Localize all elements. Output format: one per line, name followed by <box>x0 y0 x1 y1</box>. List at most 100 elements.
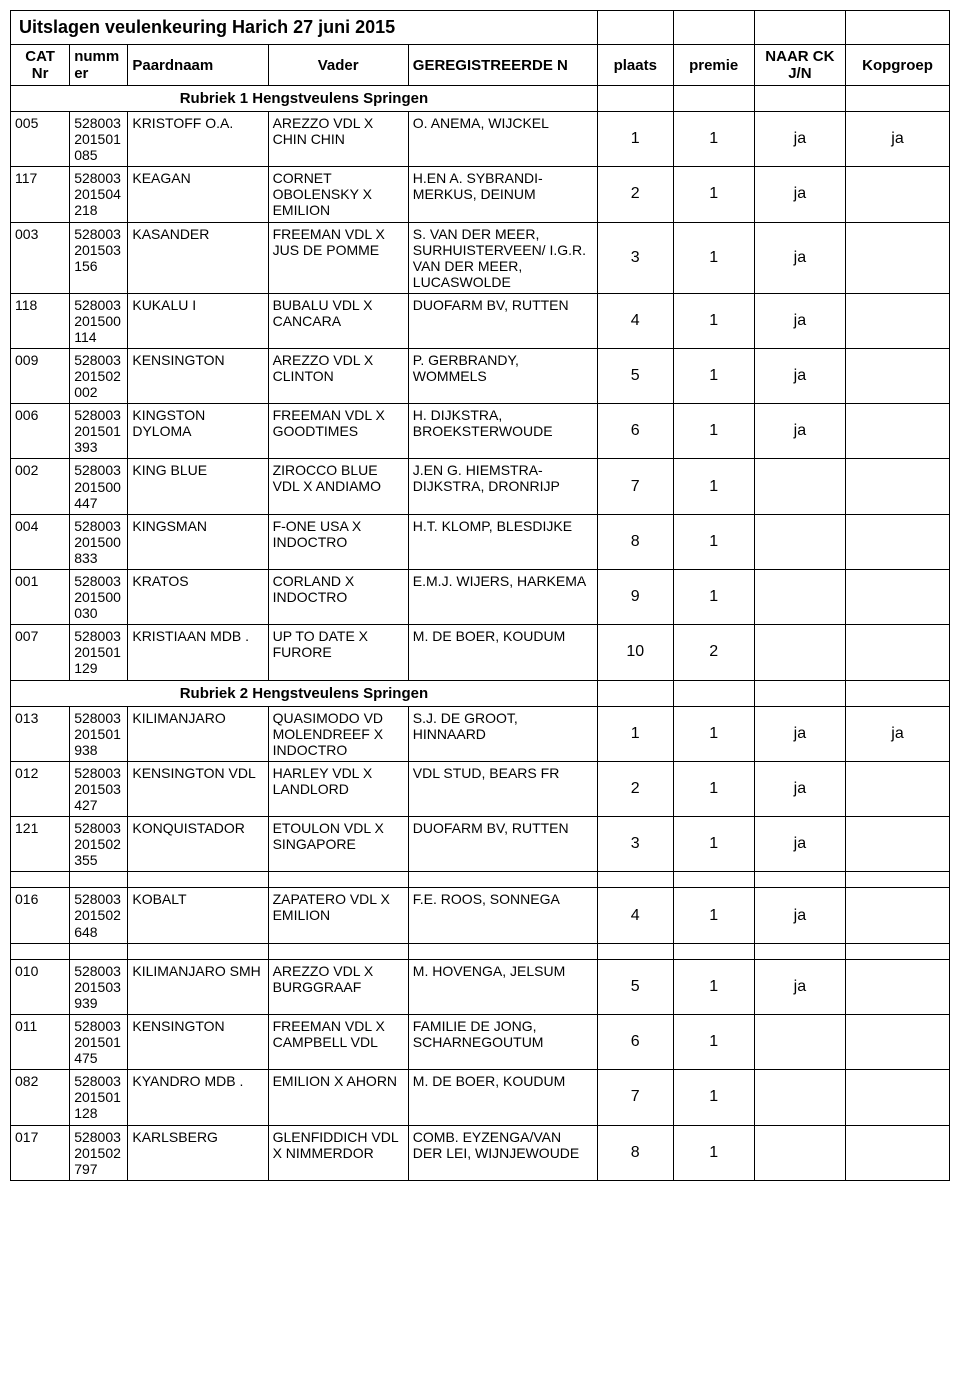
cell-num: 528003 201501 129 <box>70 625 128 680</box>
cell-reg: F.E. ROOS, SONNEGA <box>408 888 597 943</box>
cell-naar <box>754 569 845 624</box>
cell-plaats: 4 <box>597 888 673 943</box>
cell-kop <box>846 222 950 293</box>
cell-plaats: 1 <box>597 706 673 761</box>
table-row: 013528003 201501 938KILIMANJAROQUASIMODO… <box>11 706 950 761</box>
cell-vader: UP TO DATE X FURORE <box>268 625 408 680</box>
cell-premie: 1 <box>673 888 754 943</box>
header-cat: CAT Nr <box>11 45 70 86</box>
cell-premie: 1 <box>673 293 754 348</box>
cell-num: 528003 201500 447 <box>70 459 128 514</box>
cell-name: KENSINGTON VDL <box>128 761 268 816</box>
cell-vader: ZIROCCO BLUE VDL X ANDIAMO <box>268 459 408 514</box>
cell-num: 528003 201502 648 <box>70 888 128 943</box>
cell-reg: S. VAN DER MEER, SURHUISTERVEEN/ I.G.R. … <box>408 222 597 293</box>
cell-kop <box>846 761 950 816</box>
cell-num: 528003 201501 085 <box>70 112 128 167</box>
cell-cat: 007 <box>11 625 70 680</box>
cell-num: 528003 201501 938 <box>70 706 128 761</box>
cell-vader: CORNET OBOLENSKY X EMILION <box>268 167 408 222</box>
cell-name: KUKALU I <box>128 293 268 348</box>
cell-cat: 001 <box>11 569 70 624</box>
cell-vader: FREEMAN VDL X GOODTIMES <box>268 404 408 459</box>
cell-name: KINGSTON DYLOMA <box>128 404 268 459</box>
cell-name: KONQUISTADOR <box>128 817 268 872</box>
cell-kop <box>846 293 950 348</box>
cell-num: 528003 201502 797 <box>70 1125 128 1180</box>
table-row: 117528003 201504 218KEAGANCORNET OBOLENS… <box>11 167 950 222</box>
cell-reg: J.EN G. HIEMSTRA-DIJKSTRA, DRONRIJP <box>408 459 597 514</box>
cell-premie: 1 <box>673 1014 754 1069</box>
cell-kop <box>846 1125 950 1180</box>
cell-vader: EMILION X AHORN <box>268 1070 408 1125</box>
cell-kop <box>846 459 950 514</box>
cell-num: 528003 201503 939 <box>70 959 128 1014</box>
cell-plaats: 2 <box>597 167 673 222</box>
cell-vader: CORLAND X INDOCTRO <box>268 569 408 624</box>
cell-reg: M. DE BOER, KOUDUM <box>408 625 597 680</box>
table-row: 082528003 201501 128KYANDRO MDB .EMILION… <box>11 1070 950 1125</box>
cell-kop <box>846 569 950 624</box>
table-row: 001528003 201500 030KRATOSCORLAND X INDO… <box>11 569 950 624</box>
cell-cat: 118 <box>11 293 70 348</box>
cell-premie: 1 <box>673 1125 754 1180</box>
cell-cat: 012 <box>11 761 70 816</box>
cell-naar <box>754 1125 845 1180</box>
cell-naar: ja <box>754 112 845 167</box>
cell-name: KINGSMAN <box>128 514 268 569</box>
cell-plaats: 8 <box>597 1125 673 1180</box>
cell-cat: 003 <box>11 222 70 293</box>
cell-num: 528003 201500 030 <box>70 569 128 624</box>
cell-premie: 1 <box>673 112 754 167</box>
cell-naar <box>754 514 845 569</box>
table-row: 009528003 201502 002KENSINGTONAREZZO VDL… <box>11 348 950 403</box>
cell-vader: FREEMAN VDL X CAMPBELL VDL <box>268 1014 408 1069</box>
cell-reg: FAMILIE DE JONG, SCHARNEGOUTUM <box>408 1014 597 1069</box>
section-header-row: Rubriek 1 Hengstveulens Springen <box>11 86 950 112</box>
cell-num: 528003 201501 128 <box>70 1070 128 1125</box>
cell-plaats: 8 <box>597 514 673 569</box>
table-row: 010528003 201503 939KILIMANJARO SMHAREZZ… <box>11 959 950 1014</box>
cell-premie: 1 <box>673 817 754 872</box>
cell-plaats: 1 <box>597 112 673 167</box>
cell-name: KILIMANJARO <box>128 706 268 761</box>
cell-kop: ja <box>846 706 950 761</box>
cell-premie: 1 <box>673 222 754 293</box>
cell-reg: VDL STUD, BEARS FR <box>408 761 597 816</box>
cell-cat: 082 <box>11 1070 70 1125</box>
table-row: 003528003 201503 156KASANDERFREEMAN VDL … <box>11 222 950 293</box>
cell-cat: 004 <box>11 514 70 569</box>
cell-plaats: 9 <box>597 569 673 624</box>
header-gereg: GEREGISTREERDE N <box>408 45 597 86</box>
cell-cat: 002 <box>11 459 70 514</box>
header-naar: NAAR CK J/N <box>754 45 845 86</box>
cell-name: KILIMANJARO SMH <box>128 959 268 1014</box>
spacer-row <box>11 872 950 888</box>
cell-plaats: 7 <box>597 1070 673 1125</box>
cell-kop <box>846 959 950 1014</box>
cell-naar: ja <box>754 222 845 293</box>
cell-naar <box>754 625 845 680</box>
results-table: Uitslagen veulenkeuring Harich 27 juni 2… <box>10 10 950 1181</box>
header-row: CAT Nr numm er Paardnaam Vader GEREGISTR… <box>11 45 950 86</box>
cell-premie: 1 <box>673 761 754 816</box>
cell-plaats: 7 <box>597 459 673 514</box>
cell-reg: COMB. EYZENGA/VAN DER LEI, WIJNJEWOUDE <box>408 1125 597 1180</box>
header-kop: Kopgroep <box>846 45 950 86</box>
cell-kop <box>846 888 950 943</box>
table-row: 005528003 201501 085KRISTOFF O.A.AREZZO … <box>11 112 950 167</box>
cell-plaats: 10 <box>597 625 673 680</box>
cell-reg: H.EN A. SYBRANDI-MERKUS, DEINUM <box>408 167 597 222</box>
cell-plaats: 3 <box>597 817 673 872</box>
cell-reg: DUOFARM BV, RUTTEN <box>408 817 597 872</box>
cell-kop <box>846 167 950 222</box>
cell-name: KING BLUE <box>128 459 268 514</box>
cell-vader: BUBALU VDL X CANCARA <box>268 293 408 348</box>
cell-name: KENSINGTON <box>128 348 268 403</box>
cell-reg: DUOFARM BV, RUTTEN <box>408 293 597 348</box>
cell-cat: 006 <box>11 404 70 459</box>
cell-name: KRISTIAAN MDB . <box>128 625 268 680</box>
header-vader: Vader <box>268 45 408 86</box>
cell-kop: ja <box>846 112 950 167</box>
cell-plaats: 2 <box>597 761 673 816</box>
